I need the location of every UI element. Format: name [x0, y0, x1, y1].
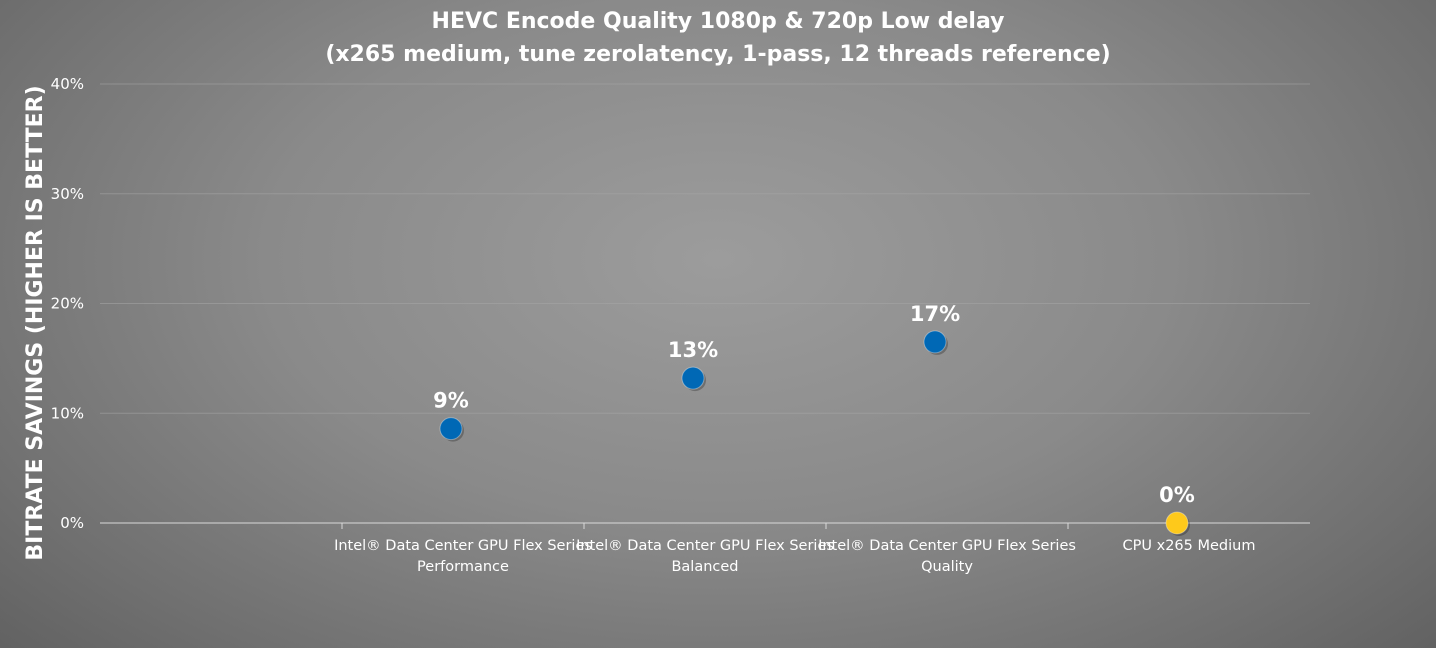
chart-subtitle: (x265 medium, tune zerolatency, 1-pass, … [325, 42, 1110, 67]
y-axis-label: BITRATE SAVINGS (HIGHER IS BETTER) [23, 85, 48, 560]
data-point [681, 366, 705, 390]
data-points [439, 330, 1190, 536]
y-tick-label: 10% [51, 404, 84, 422]
y-tick-label: 0% [60, 514, 84, 532]
y-tick-labels: 0% 10% 20% 30% 40% [51, 75, 84, 532]
data-label: 17% [910, 302, 960, 326]
y-tick-label: 20% [51, 295, 84, 313]
grid-layer [100, 83, 1310, 529]
x-category-label: Intel® Data Center GPU Flex Series Perfor… [334, 538, 592, 575]
data-point [923, 330, 947, 354]
y-tick-label: 40% [51, 75, 84, 93]
y-tick-label: 30% [51, 185, 84, 203]
data-point [439, 417, 463, 441]
data-point [1165, 511, 1189, 535]
chart-title: HEVC Encode Quality 1080p & 720p Low del… [432, 9, 1005, 34]
x-category-label: Intel® Data Center GPU Flex Series Qualit… [818, 538, 1076, 575]
data-label: 13% [668, 338, 718, 362]
x-category-label: CPU x265 Medium [1123, 538, 1256, 554]
x-category-label: Intel® Data Center GPU Flex Series Balanc… [576, 538, 834, 575]
data-label: 0% [1159, 483, 1195, 507]
data-label: 9% [433, 389, 469, 413]
data-labels: 9% 13% 17% 0% [433, 302, 1195, 507]
x-category-labels: Intel® Data Center GPU Flex Series Perfor… [334, 538, 1255, 575]
